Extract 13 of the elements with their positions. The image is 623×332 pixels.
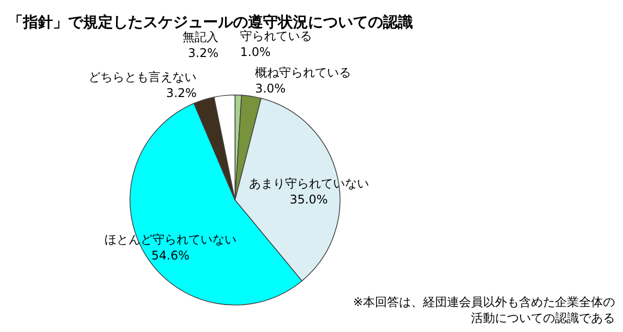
slice-label: どちらとも言えない — [88, 70, 197, 84]
slice-label: 守られている — [240, 29, 312, 44]
data-label: 54.6% — [151, 248, 190, 262]
text: ※本回答は、経団連会員以外も含めた企業全体の — [352, 295, 615, 309]
data-label: 1.0% — [240, 45, 271, 60]
data-label: 3.2% — [188, 46, 219, 60]
text: 活動についての認識である — [471, 311, 615, 325]
slice-label: 無記入 — [182, 30, 219, 44]
data-label: 3.2% — [166, 86, 197, 100]
slice-label: 概ね守られている — [255, 66, 352, 80]
data-label: 35.0% — [290, 192, 328, 207]
data-label: 3.0% — [255, 82, 286, 96]
chart-title: 「指針」で規定したスケジュールの遵守状況についての認識 — [8, 13, 413, 31]
